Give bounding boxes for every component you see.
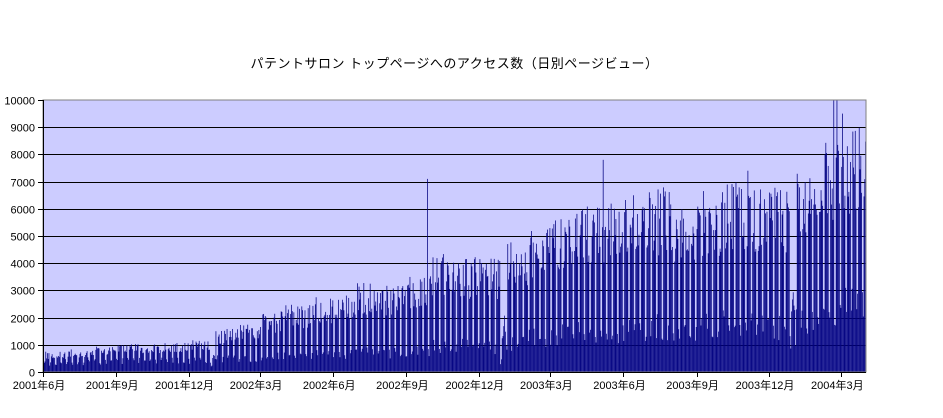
y-tick-label: 6000 [11,205,35,217]
y-axis: 0 1000 2000 3000 4000 5000 6000 7000 8000 9000 100… [4,96,43,380]
axes [43,100,866,373]
y-tick-label: 2000 [11,314,35,326]
chart-title: パテントサロン トップページへのアクセス数（日別ページビュー） [250,56,659,71]
x-tick-label: 2001年9月 [86,378,139,392]
x-tick-label: 2003年12月 [736,378,795,392]
x-tick-label: 2002年6月 [303,378,356,392]
bars-series [43,100,866,372]
x-tick-label: 2003年3月 [520,378,573,392]
x-tick-label: 2003年6月 [593,378,646,392]
x-axis: 2001年6月 2001年9月 2001年12月 2002年3月 2002年6月 2002… [13,372,864,392]
y-tick-label: 3000 [11,286,35,298]
y-tick-label: 7000 [11,178,35,190]
y-tick-label: 1000 [11,341,35,353]
x-tick-label: 2002年9月 [376,378,429,392]
y-tick-label: 10000 [4,96,35,108]
y-tick-label: 9000 [11,123,35,135]
x-tick-label: 2001年6月 [13,378,66,392]
x-tick-label: 2002年12月 [445,378,504,392]
y-tick-label: 5000 [11,232,35,244]
x-tick-label: 2001年12月 [155,378,214,392]
y-tick-label: 8000 [11,150,35,162]
y-tick-label: 4000 [11,259,35,271]
x-tick-label: 2003年9月 [666,378,719,392]
y-tick-label: 0 [29,368,35,380]
x-tick-label: 2002年3月 [230,378,283,392]
x-tick-label: 2004年3月 [811,378,864,392]
